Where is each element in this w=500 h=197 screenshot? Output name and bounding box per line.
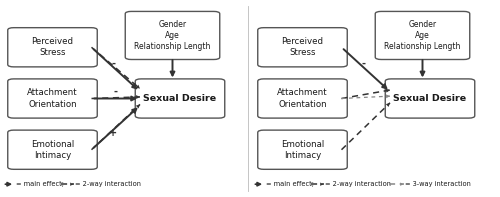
FancyBboxPatch shape (385, 79, 475, 118)
Text: Perceived
Stress: Perceived Stress (282, 37, 324, 57)
Text: Attachment
Orientation: Attachment Orientation (277, 88, 328, 109)
Text: Emotional
Intimacy: Emotional Intimacy (281, 140, 324, 160)
Text: Gender
Age
Relationship Length: Gender Age Relationship Length (134, 20, 210, 51)
FancyBboxPatch shape (135, 79, 224, 118)
Text: Sexual Desire: Sexual Desire (144, 94, 216, 103)
Text: -: - (114, 87, 118, 97)
Text: Sexual Desire: Sexual Desire (394, 94, 466, 103)
FancyBboxPatch shape (258, 79, 347, 118)
FancyBboxPatch shape (258, 130, 347, 169)
Text: +: + (109, 128, 117, 138)
Text: = main effect;: = main effect; (266, 181, 314, 187)
Text: Gender
Age
Relationship Length: Gender Age Relationship Length (384, 20, 460, 51)
Text: = main effect;: = main effect; (16, 181, 64, 187)
Text: Emotional
Intimacy: Emotional Intimacy (31, 140, 74, 160)
Text: -: - (361, 59, 365, 69)
Text: Attachment
Orientation: Attachment Orientation (27, 88, 78, 109)
FancyBboxPatch shape (125, 11, 220, 59)
FancyBboxPatch shape (258, 28, 347, 67)
FancyBboxPatch shape (8, 79, 97, 118)
FancyBboxPatch shape (8, 28, 97, 67)
Text: = 3-way interaction: = 3-way interaction (405, 181, 471, 187)
FancyBboxPatch shape (375, 11, 470, 59)
Text: = 2-way interaction: = 2-way interaction (325, 181, 391, 187)
FancyBboxPatch shape (8, 130, 97, 169)
Text: -: - (111, 59, 115, 69)
Text: Perceived
Stress: Perceived Stress (32, 37, 74, 57)
Text: = 2-way interaction: = 2-way interaction (75, 181, 141, 187)
